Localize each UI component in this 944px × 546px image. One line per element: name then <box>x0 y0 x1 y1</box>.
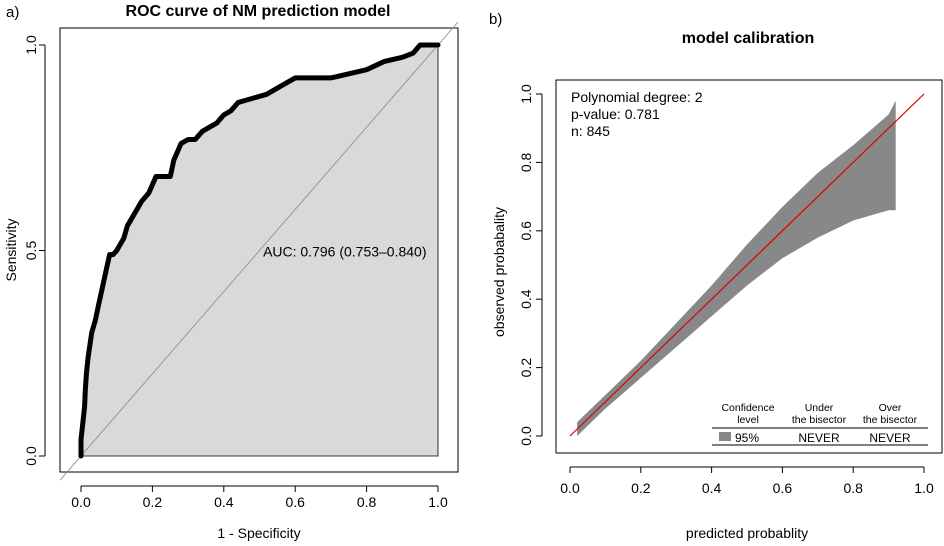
panel-a-label: a) <box>6 4 19 21</box>
calibration-x-tick-label: 0.8 <box>843 480 863 496</box>
calibration-y-tick-label: 0.0 <box>518 426 534 446</box>
calibration-title: model calibration <box>682 30 814 47</box>
roc-x-tick-label: 0.0 <box>71 494 91 510</box>
calibration-annotation-n: n: 845 <box>571 123 610 139</box>
legend-value-level: 95% <box>735 431 759 445</box>
calibration-x-tick-label: 0.0 <box>560 480 580 496</box>
calibration-y-tick-label: 0.6 <box>518 221 534 241</box>
roc-x-label: 1 - Specificity <box>217 525 300 541</box>
roc-plot-frame <box>59 27 459 473</box>
legend-header-confidence-1: Confidence <box>721 402 774 414</box>
calibration-legend: Confidence level Under the bisector Over… <box>712 402 928 446</box>
calibration-bisector-line <box>569 93 925 437</box>
roc-x-axis: 0.0 0.2 0.4 0.6 0.8 1.0 <box>71 485 448 510</box>
roc-x-tick-label: 0.2 <box>143 494 163 510</box>
calibration-annotation-degree: Polynomial degree: 2 <box>571 89 703 105</box>
calibration-y-tick-label: 0.4 <box>518 289 534 309</box>
roc-reference-diagonal <box>59 21 459 481</box>
calibration-x-tick-label: 0.4 <box>702 480 722 496</box>
legend-header-over-1: Over <box>879 402 902 414</box>
roc-title: ROC curve of NM prediction model <box>126 3 391 20</box>
roc-y-tick-label: 0.0 <box>23 446 39 466</box>
calibration-x-axis: 0.0 0.2 0.4 0.6 0.8 1.0 <box>560 466 934 496</box>
calibration-x-label: predicted probablity <box>686 525 808 541</box>
roc-auc-annotation: AUC: 0.796 (0.753–0.840) <box>263 244 426 260</box>
legend-header-over-2: the bisector <box>863 414 918 426</box>
roc-x-tick-label: 0.6 <box>285 494 305 510</box>
legend-header-confidence-2: level <box>737 414 759 426</box>
legend-header-under-2: the bisector <box>792 414 847 426</box>
legend-value-under: NEVER <box>798 431 840 445</box>
calibration-chart: model calibration 0.0 0.2 0.4 0.6 0.8 1.0 0.0… <box>491 30 943 541</box>
calibration-y-tick-label: 0.8 <box>518 152 534 172</box>
calibration-confidence-band <box>577 100 896 437</box>
legend-value-over: NEVER <box>869 431 911 445</box>
calibration-y-tick-label: 0.2 <box>518 358 534 378</box>
roc-x-tick-label: 0.4 <box>214 494 234 510</box>
calibration-plot-frame <box>555 79 943 454</box>
roc-y-label: Sensitivity <box>3 218 19 281</box>
legend-header-under-1: Under <box>805 402 834 414</box>
roc-chart: ROC curve of NM prediction model 0.0 0.2 0… <box>3 3 459 541</box>
roc-curve <box>78 42 441 459</box>
legend-swatch <box>719 432 731 441</box>
calibration-y-axis: 0.0 0.2 0.4 0.6 0.8 1.0 <box>518 84 543 446</box>
calibration-x-tick-label: 0.6 <box>773 480 793 496</box>
roc-x-tick-label: 1.0 <box>428 494 448 510</box>
calibration-y-label: observed probabality <box>491 207 507 337</box>
calibration-annotation-pvalue: p-value: 0.781 <box>571 106 660 122</box>
roc-y-axis: 0.0 0.5 1.0 <box>23 35 46 466</box>
roc-y-tick-label: 1.0 <box>23 35 39 55</box>
calibration-y-tick-label: 1.0 <box>518 84 534 104</box>
roc-x-tick-label: 0.8 <box>357 494 377 510</box>
calibration-x-tick-label: 1.0 <box>914 480 934 496</box>
calibration-x-tick-label: 0.2 <box>631 480 651 496</box>
panel-b-label: b) <box>489 11 502 28</box>
roc-y-tick-label: 0.5 <box>23 241 39 261</box>
